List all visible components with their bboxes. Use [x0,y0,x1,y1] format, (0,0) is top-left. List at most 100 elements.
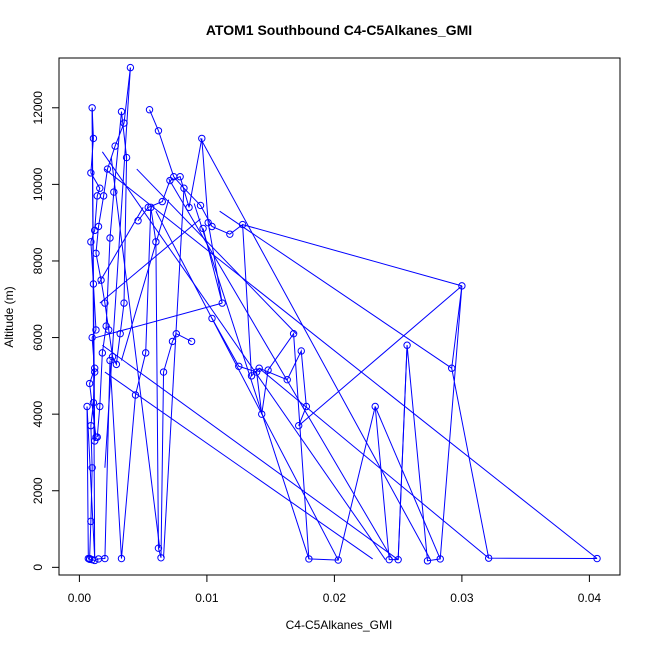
data-point [176,173,184,181]
data-point [142,349,150,357]
data-point [302,402,311,411]
series-segment [104,168,598,559]
data-point [126,63,135,72]
series-segment [397,345,408,560]
data-point [185,203,193,212]
data-point [168,337,177,346]
x-tick-label: 0.02 [323,591,347,605]
data-point [289,330,298,338]
series-line [211,285,598,562]
y-tick-label: 6000 [31,324,45,351]
data-point [88,555,96,564]
data-point [157,554,165,562]
data-point [96,184,104,192]
data-point [85,555,94,563]
series-segment [258,367,489,559]
data-point [204,218,212,227]
data-point [89,280,98,288]
series-segment [95,302,223,339]
data-point [89,134,98,143]
data-point [255,364,263,372]
series-segment [104,67,131,468]
data-point [593,554,601,563]
data-point [87,238,95,246]
plot-frame [58,57,621,576]
data-point [91,364,99,372]
series-points [83,63,601,565]
data-point [264,366,272,374]
data-point [295,421,303,430]
data-point [112,360,121,369]
series-segment [99,218,201,304]
series-segment [102,344,399,561]
series-line [95,67,131,438]
x-tick-label: 0.03 [450,591,474,605]
data-point [180,184,188,192]
series-segment [193,203,310,560]
data-point [91,368,99,376]
data-point [99,192,108,200]
series-segment [163,188,185,558]
data-point [196,201,205,210]
series-segment [136,168,297,335]
data-point [120,119,128,127]
data-point [305,555,313,563]
data-point [385,555,393,564]
x-axis-label: C4-C5Alkanes_GMI [286,618,393,632]
data-point [334,556,342,564]
data-point [235,362,243,370]
data-point [88,333,96,342]
series-line [137,138,223,304]
data-point [108,353,117,361]
series-segment [242,224,463,287]
series-segment [298,285,463,427]
data-point [89,398,98,407]
data-point [88,104,96,112]
y-tick-label: 8000 [31,247,45,274]
data-point [394,555,402,564]
y-axis: 0 2000 4000 6000 8000 10000 12000 [31,91,60,571]
data-point [152,238,160,246]
series-segment [168,178,393,559]
data-point [92,326,100,334]
data-point [94,222,103,231]
data-point [198,134,206,143]
data-point [158,197,166,206]
data-point [101,299,109,307]
y-tick-label: 12000 [31,91,45,125]
data-point [116,330,124,338]
data-point [172,330,181,338]
series-segment [374,406,441,560]
data-point [154,544,163,552]
data-point [238,220,247,229]
data-point [87,421,95,430]
y-tick-label: 0 [31,564,45,571]
chart-title: ATOM1 Southbound C4-C5Alkanes_GMI [206,22,472,38]
data-point [154,127,163,135]
data-point [96,402,104,411]
data-point [297,347,305,355]
data-point [218,299,226,307]
data-point [159,368,168,376]
data-point [102,322,110,330]
data-point [134,217,142,225]
y-tick-label: 10000 [31,167,45,201]
data-point [247,372,256,380]
data-point [83,402,91,411]
series-segment [120,199,170,361]
data-point [208,314,216,323]
data-point [106,234,114,242]
data-point [91,437,99,445]
data-point [145,106,154,114]
data-point [111,142,119,150]
data-point [371,402,379,411]
data-point [91,226,99,235]
series-segment [86,406,96,559]
series-lines [86,67,598,562]
data-point [98,349,107,357]
data-point [117,107,126,116]
data-point [85,379,94,388]
data-point [208,222,216,231]
series-segment [110,157,161,549]
series-segment [219,210,452,369]
